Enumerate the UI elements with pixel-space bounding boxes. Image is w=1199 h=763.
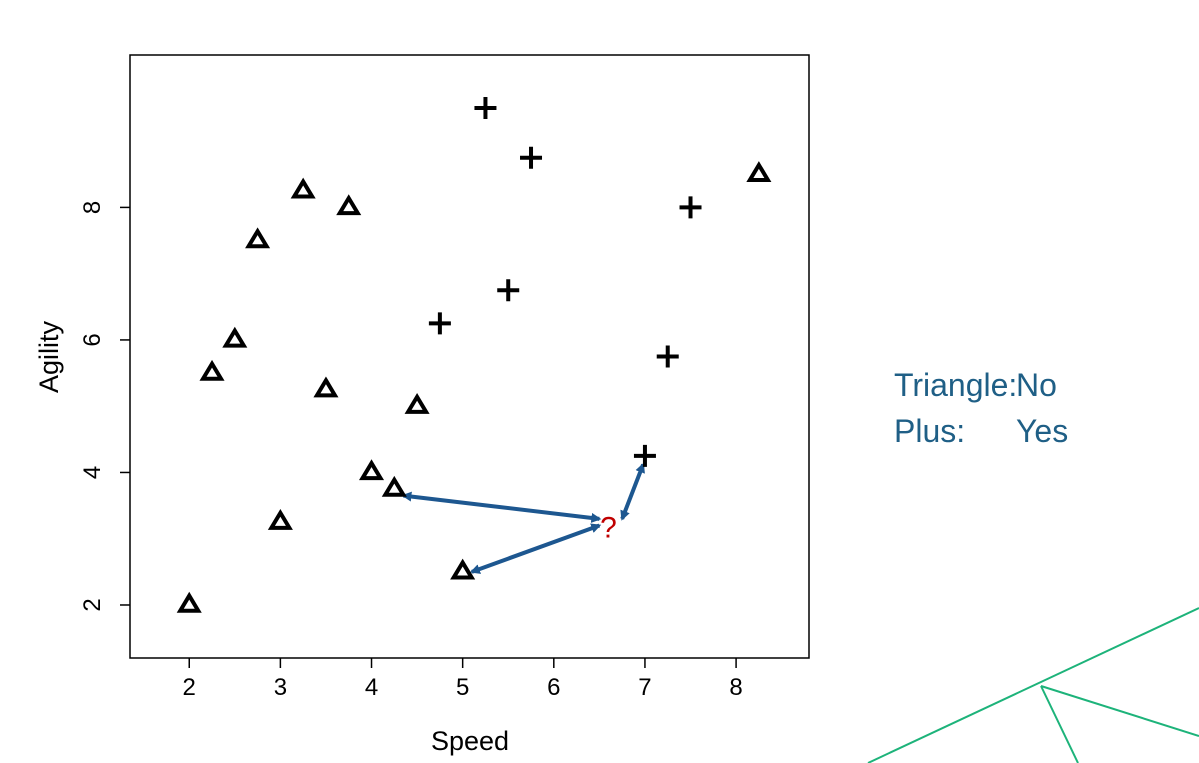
triangle-point bbox=[381, 475, 407, 497]
legend-triangle-row: Triangle: No bbox=[894, 362, 1068, 408]
x-axis-label: Speed bbox=[431, 726, 509, 756]
y-tick-label: 8 bbox=[79, 201, 106, 214]
plus-point bbox=[497, 279, 520, 302]
triangle-point bbox=[313, 376, 339, 398]
triangle-point bbox=[267, 508, 293, 530]
triangle-point bbox=[176, 591, 202, 613]
plus-point bbox=[656, 345, 679, 368]
axis-ticks: 2 3 4 5 6 7 8 2 4 6 8 bbox=[79, 201, 743, 701]
plot-frame bbox=[129, 54, 810, 659]
plus-point bbox=[428, 312, 451, 335]
x-tick-label: 7 bbox=[638, 674, 651, 701]
triangle-point bbox=[222, 326, 248, 348]
triangle-point bbox=[245, 227, 271, 249]
triangle-point bbox=[290, 177, 316, 199]
y-tick-label: 6 bbox=[79, 333, 106, 346]
plus-point bbox=[520, 146, 543, 169]
query-point-label: ? bbox=[600, 511, 617, 544]
y-tick-label: 4 bbox=[79, 466, 106, 479]
neighbor-arrows bbox=[401, 462, 645, 574]
x-tick-label: 2 bbox=[183, 674, 196, 701]
x-tick-label: 4 bbox=[365, 674, 378, 701]
legend: Triangle: No Plus: Yes bbox=[894, 362, 1068, 454]
legend-triangle-label: Triangle: bbox=[894, 367, 1018, 403]
triangle-point bbox=[199, 359, 225, 381]
neighbor-arrow bbox=[620, 462, 645, 521]
x-tick-label: 8 bbox=[729, 674, 742, 701]
data-points bbox=[176, 97, 772, 613]
triangle-point bbox=[450, 558, 476, 580]
y-axis-label: Agility bbox=[34, 320, 64, 393]
plus-point bbox=[633, 444, 656, 467]
neighbor-arrow bbox=[469, 523, 602, 574]
x-tick-label: 6 bbox=[547, 674, 560, 701]
plus-point bbox=[474, 97, 497, 120]
triangle-point bbox=[746, 161, 772, 182]
x-tick-label: 5 bbox=[456, 674, 469, 701]
y-tick-label: 2 bbox=[79, 598, 106, 611]
plus-point bbox=[679, 196, 702, 219]
x-tick-label: 3 bbox=[274, 674, 287, 701]
legend-plus-label: Plus: bbox=[894, 413, 966, 449]
legend-triangle-value: No bbox=[1016, 367, 1057, 403]
legend-plus-value: Yes bbox=[1016, 413, 1069, 449]
neighbor-arrow bbox=[401, 491, 602, 523]
legend-plus-row: Plus: Yes bbox=[894, 408, 1068, 454]
triangle-point bbox=[336, 194, 362, 216]
triangle-point bbox=[358, 459, 385, 481]
triangle-point bbox=[404, 393, 430, 414]
